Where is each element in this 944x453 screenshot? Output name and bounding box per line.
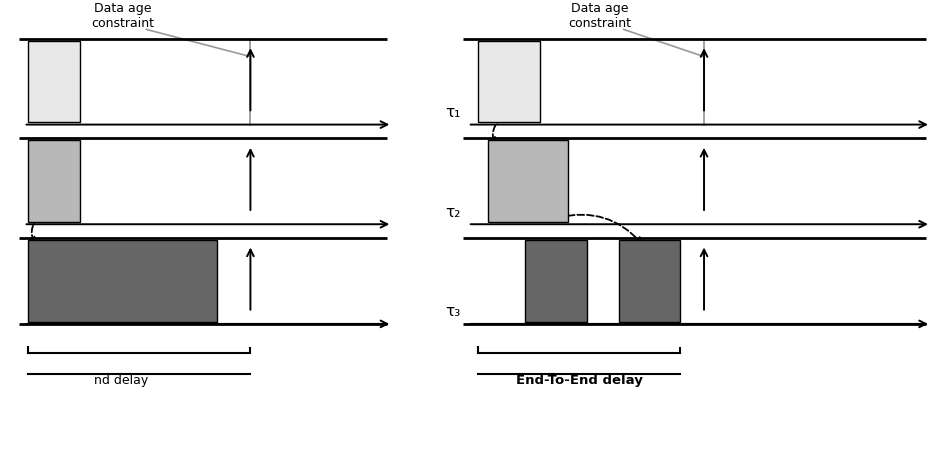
- Text: End-To-End delay: End-To-End delay: [515, 374, 642, 387]
- Text: τ₃: τ₃: [445, 304, 460, 319]
- Text: τ₂: τ₂: [445, 205, 460, 220]
- Bar: [487, 140, 567, 222]
- Text: Data age
constraint: Data age constraint: [92, 2, 154, 30]
- Text: Data age
constraint: Data age constraint: [568, 2, 631, 30]
- Text: τ₁: τ₁: [445, 105, 460, 120]
- Bar: [478, 41, 539, 122]
- Bar: [28, 240, 217, 322]
- Bar: [28, 140, 80, 222]
- Bar: [28, 41, 80, 122]
- Bar: [618, 240, 680, 322]
- Bar: [525, 240, 586, 322]
- Text: nd delay: nd delay: [94, 374, 148, 387]
